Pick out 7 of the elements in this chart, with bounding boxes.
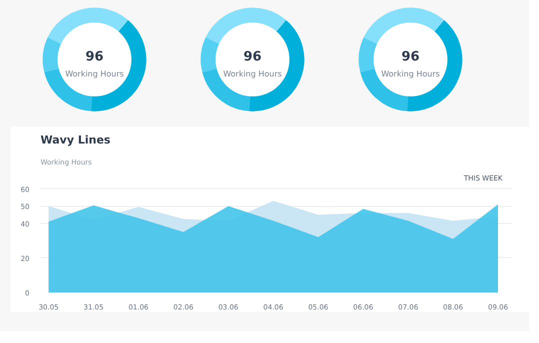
text: Working Hours bbox=[223, 69, 282, 78]
text: 96 bbox=[401, 49, 420, 64]
text: Working Hours bbox=[381, 69, 440, 78]
text: Working Hours bbox=[65, 69, 124, 78]
chart-title: Wavy Lines bbox=[40, 134, 111, 146]
text: 96 bbox=[243, 49, 262, 64]
text: 96 bbox=[85, 49, 104, 64]
